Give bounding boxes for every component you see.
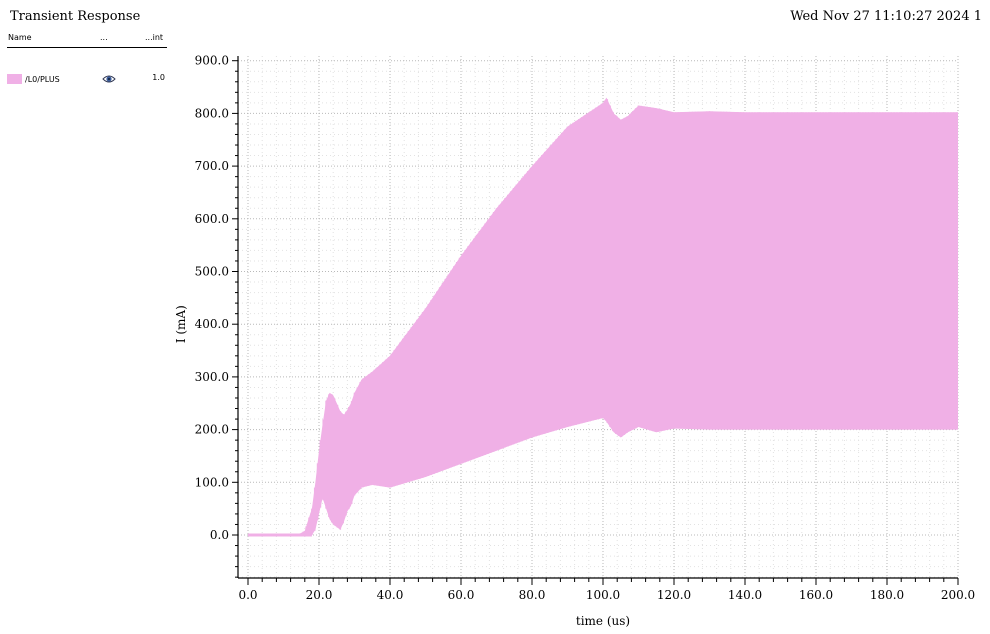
axes: 0.0 100.0 200.0 300.0 400.0 500.0 600.0 700.0 80… [195,54,976,602]
x-tick-label: 200.0 [941,588,975,602]
y-tick-label: 400.0 [195,317,229,331]
signal-spikes [248,99,958,537]
legend-col-visibility[interactable]: ... [100,33,108,42]
window-title: Transient Response [10,9,141,24]
y-axis-label: I (mA) [174,305,188,343]
y-tick-label: 700.0 [195,159,229,173]
y-tick-label: 600.0 [195,212,229,226]
y-tick-label: 500.0 [195,265,229,279]
y-tick-label: 0.0 [210,528,229,542]
x-axis-label: time (us) [576,614,630,628]
legend-header: Name ... ...int [7,33,167,48]
eye-icon[interactable] [102,74,116,86]
legend-signal-name: /L0/PLUS [25,75,60,84]
x-tick-label: 160.0 [799,588,833,602]
x-tick-label: 40.0 [377,588,404,602]
y-tick-label: 900.0 [195,54,229,68]
legend-item[interactable]: /L0/PLUS 1.0 [7,72,167,88]
datestamp: Wed Nov 27 11:10:27 2024 1 [790,9,982,24]
x-tick-label: 60.0 [448,588,475,602]
x-tick-label: 140.0 [728,588,762,602]
x-tick-label: 20.0 [306,588,333,602]
legend-col-int[interactable]: ...int [145,33,164,42]
legend-swatch [7,74,22,84]
y-tick-label: 800.0 [195,106,229,120]
legend-signal-value: 1.0 [152,73,165,82]
x-tick-label: 120.0 [657,588,691,602]
x-tick-label: 0.0 [238,588,257,602]
y-tick-label: 100.0 [195,475,229,489]
x-tick-label: 100.0 [586,588,620,602]
y-tick-label: 300.0 [195,370,229,384]
x-tick-label: 180.0 [870,588,904,602]
x-tick-label: 80.0 [519,588,546,602]
y-tick-label: 200.0 [195,423,229,437]
legend-col-name[interactable]: Name [8,33,32,42]
